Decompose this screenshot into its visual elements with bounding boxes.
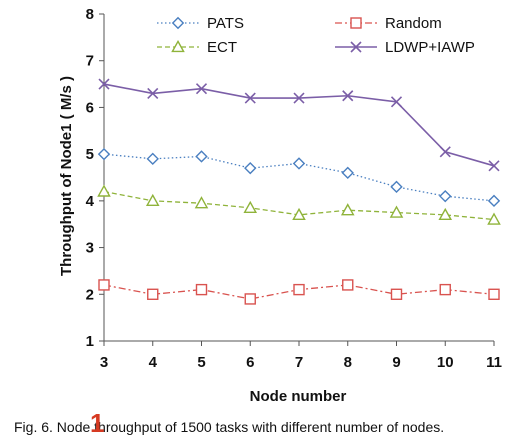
data-point-ect xyxy=(438,207,453,221)
data-point-ldwp-iawp xyxy=(439,146,451,158)
x-tick-label: 3 xyxy=(100,354,108,371)
x-tick-label: 7 xyxy=(295,354,303,371)
legend-item-random: Random xyxy=(335,15,442,32)
data-point-pats xyxy=(146,152,159,166)
legend-item-ldwp-iawp: LDWP+IAWP xyxy=(335,39,475,56)
data-point-random xyxy=(195,283,208,296)
legend-label-pats: PATS xyxy=(207,15,244,32)
data-point-random xyxy=(98,279,110,291)
data-point-pats xyxy=(97,147,111,161)
y-tick-label: 7 xyxy=(86,53,94,70)
red-number-annotation: 1 xyxy=(90,408,104,438)
series-line-ldwp-iawp xyxy=(103,83,495,167)
series-ect xyxy=(97,184,501,225)
series-layer xyxy=(97,78,501,305)
y-tick-label: 3 xyxy=(86,240,94,257)
x-marker-stroke xyxy=(147,87,159,99)
data-point-pats xyxy=(390,180,403,194)
y-tick-label: 8 xyxy=(86,6,94,23)
data-point-pats xyxy=(244,161,257,175)
series-ldwp-iawp xyxy=(98,78,500,172)
axes: 1 2 3 4 5 6 7 8 3 4 5 6 7 8 9 10 11 xyxy=(86,6,502,371)
y-tick-label: 6 xyxy=(86,99,94,116)
data-point-ldwp-iawp xyxy=(293,92,305,104)
data-point-ldwp-iawp xyxy=(98,78,110,90)
data-point-random xyxy=(390,288,403,300)
data-point-ect xyxy=(243,200,258,214)
figure-caption: Fig. 6. Node throughput of 1500 tasks wi… xyxy=(14,419,444,435)
x-axis-title: Node number xyxy=(250,388,347,405)
data-point-pats xyxy=(292,157,306,170)
data-point-random xyxy=(439,283,451,296)
data-point-ect xyxy=(487,212,501,225)
x-tick-label: 9 xyxy=(392,354,400,371)
x-marker-stroke xyxy=(244,92,256,104)
x-tick-label: 4 xyxy=(149,354,158,371)
series-pats xyxy=(97,147,501,208)
x-tick-label: 6 xyxy=(246,354,254,371)
data-point-random xyxy=(244,293,256,305)
legend-label-ldwp-iawp: LDWP+IAWP xyxy=(385,39,475,56)
legend-marker-pats xyxy=(171,16,185,30)
x-marker-stroke xyxy=(98,78,110,90)
data-point-random xyxy=(488,288,500,300)
data-point-pats xyxy=(195,150,208,163)
data-point-ldwp-iawp xyxy=(244,92,256,104)
x-marker-stroke xyxy=(293,92,305,104)
x-tick-label: 5 xyxy=(197,354,205,371)
legend-item-pats: PATS xyxy=(157,15,244,32)
legend-marker-random xyxy=(350,17,362,29)
legend-label-random: Random xyxy=(385,15,442,32)
x-marker-stroke xyxy=(350,41,362,53)
x-marker-stroke xyxy=(439,146,451,158)
legend-label-ect: ECT xyxy=(207,39,237,56)
legend-marker-ldwp-iawp xyxy=(350,41,362,53)
data-point-ect xyxy=(340,203,355,216)
legend: PATS Random ECT LDWP+IAWP xyxy=(157,15,475,56)
data-point-ldwp-iawp xyxy=(390,96,403,108)
y-tick-label: 5 xyxy=(86,146,94,163)
y-tick-label: 2 xyxy=(86,286,94,303)
x-marker-stroke xyxy=(195,83,208,95)
data-point-random xyxy=(147,288,159,300)
data-point-pats xyxy=(341,166,354,180)
x-tick-label: 8 xyxy=(344,354,352,371)
data-point-ect xyxy=(389,205,404,218)
y-axis-title: Throughput of Node1 ( M/s ) xyxy=(58,76,75,276)
series-random xyxy=(98,279,500,305)
x-marker-stroke xyxy=(390,96,403,108)
data-point-ldwp-iawp xyxy=(488,160,500,172)
legend-marker-ect xyxy=(171,39,185,53)
data-point-ect xyxy=(145,193,160,207)
data-point-pats xyxy=(439,189,452,203)
data-point-random xyxy=(293,283,305,296)
x-tick-label: 11 xyxy=(486,354,502,371)
y-tick-label: 1 xyxy=(86,333,94,350)
data-point-random xyxy=(342,279,354,291)
data-point-ect xyxy=(194,196,209,209)
x-marker-stroke xyxy=(342,90,354,102)
legend-item-ect: ECT xyxy=(157,39,237,56)
x-tick-label: 10 xyxy=(437,354,454,371)
y-tick-label: 4 xyxy=(86,193,95,210)
x-marker-stroke xyxy=(488,160,500,172)
data-point-ect xyxy=(97,184,111,197)
data-point-ect xyxy=(292,207,306,221)
data-point-ldwp-iawp xyxy=(342,90,354,102)
data-point-pats xyxy=(487,194,501,208)
data-point-ldwp-iawp xyxy=(147,87,159,99)
data-point-ldwp-iawp xyxy=(195,83,208,95)
